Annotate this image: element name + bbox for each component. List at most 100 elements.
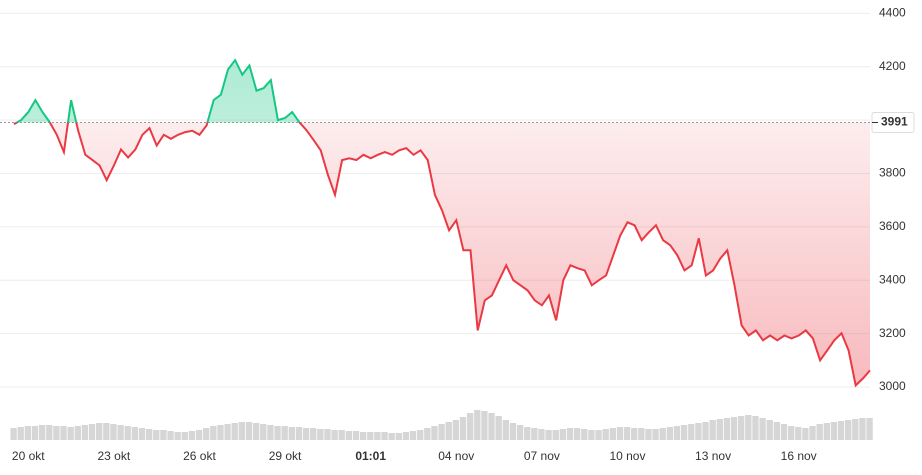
volume-bar [160,430,167,440]
volume-bar [616,427,624,440]
x-tick-label: 01:01 [355,449,386,463]
volume-bar [837,421,845,440]
volume-bar [581,429,588,440]
volume-bar [31,426,39,440]
volume-bar [545,430,552,440]
volume-bar [245,422,253,440]
volume-bar [666,427,674,440]
volume-bar [623,427,631,440]
volume-bar [46,425,53,440]
volume-bar [117,425,124,440]
volume-bar [602,429,609,440]
volume-bar [859,418,866,440]
x-tick-label: 20 okt [12,449,45,463]
volume-bar [709,420,716,440]
volume-bar [359,432,367,440]
x-tick-label: 04 nov [438,449,474,463]
volume-bar [659,428,666,440]
volume-bar [588,430,595,440]
volume-bar [680,425,688,440]
volume-bar [802,428,809,440]
y-tick-label: 3200 [879,326,906,340]
y-tick-label: 4400 [879,6,906,20]
volume-bar [267,425,274,440]
volume-bar [388,433,395,440]
x-tick-label: 10 nov [609,449,645,463]
volume-bar [474,410,481,440]
volume-bar [566,428,574,440]
x-tick-label: 16 nov [781,449,817,463]
volume-bar [81,425,89,440]
x-tick-label: 13 nov [695,449,731,463]
volume-bar [409,431,417,440]
volume-bar [481,411,488,440]
volume-bar [531,428,538,440]
volume-bar [217,425,224,440]
volume-bar [288,427,295,440]
volume-bar [167,431,174,440]
x-tick-label: 29 okt [269,449,302,463]
volume-bar [417,430,424,440]
volume-bar [295,427,303,440]
volume-bar [688,424,695,440]
volume-bar [538,429,545,440]
volume-bar [60,426,67,440]
volume-bar [302,428,310,440]
volume-bar [424,428,431,440]
volume-bar [702,422,709,440]
volume-bar [260,424,267,440]
volume-bar [830,422,838,440]
volume-bar [224,424,231,440]
area-up [14,60,870,123]
volume-bar [730,417,738,440]
volume-bar [181,432,188,440]
volume-bar [488,413,495,440]
volume-bar [595,430,602,440]
volume-bar [716,419,723,440]
volume-bar [516,425,524,440]
volume-bar [96,423,103,440]
x-tick-label: 07 nov [524,449,560,463]
volume-bar [374,432,381,440]
volume-bar [317,429,324,440]
volume-bar [524,427,531,440]
volume-bar [795,427,802,440]
volume-bar [695,423,702,440]
volume-bar [445,422,452,440]
volume-bar [738,416,745,440]
volume-bar [673,426,681,440]
volume-bar [652,429,659,440]
volume-bar [466,413,474,440]
volume-bar [381,432,388,440]
volume-bar [74,426,81,440]
volume-bar [10,428,17,440]
volume-bar [331,430,338,440]
x-tick-label: 26 okt [183,449,216,463]
volume-bar [809,426,816,440]
volume-bar [845,420,852,440]
volume-bar [752,416,759,440]
volume-bar [509,423,517,440]
volume-bar [131,427,139,440]
volume-bar [17,427,24,440]
volume-bar [402,432,410,440]
volume-bar [88,424,96,440]
volume-bar [324,429,331,440]
volume-bar [552,430,559,440]
volume-bar [174,432,181,440]
area-down [14,122,870,386]
volume-bar [787,426,795,440]
volume-bar [145,429,153,440]
volume-bar [816,424,823,440]
volume-bar [502,420,509,440]
volume-bar [67,427,74,440]
volume-bar [195,430,203,440]
volume-bar [274,426,281,440]
volume-bar [24,426,32,440]
volume-bar [573,428,581,440]
x-tick-label: 23 okt [98,449,131,463]
volume-bar [238,422,246,440]
volume-bar [766,420,773,440]
volume-bar [780,424,788,440]
